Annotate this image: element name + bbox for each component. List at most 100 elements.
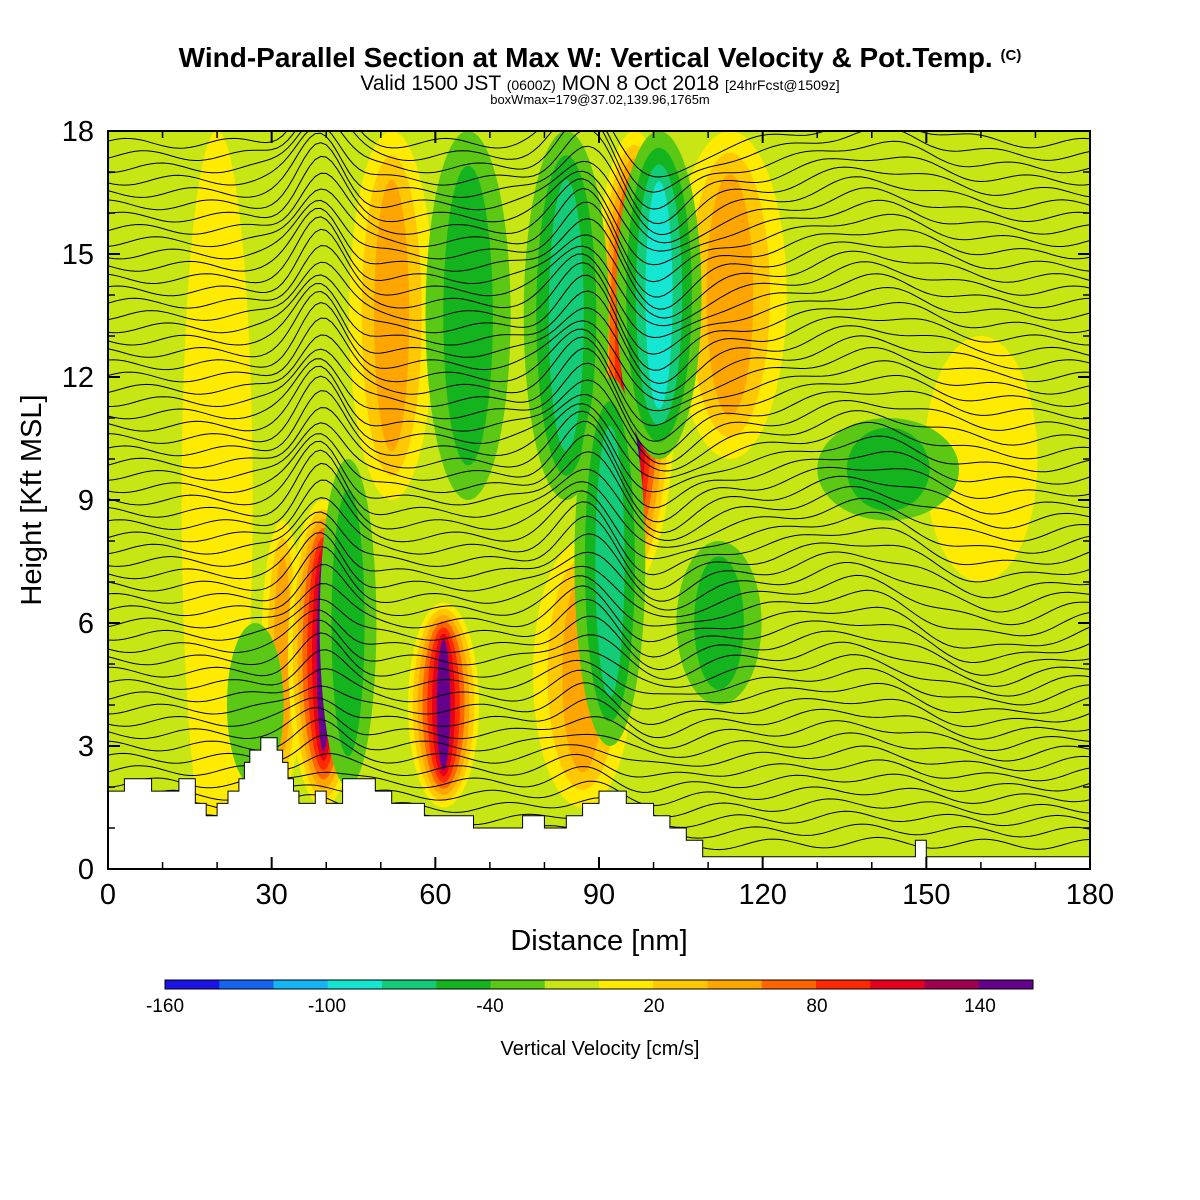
isentrope-line bbox=[108, 317, 1090, 412]
isentrope-line bbox=[108, 261, 1090, 355]
chart-subtitle: Valid 1500 JST (0600Z) MON 8 Oct 2018 [2… bbox=[0, 72, 1200, 96]
x-tick-label: 90 bbox=[583, 879, 615, 911]
colorbar-tick-label: 140 bbox=[964, 996, 996, 1017]
isentrope-line bbox=[108, 497, 1090, 576]
isentrope-line bbox=[108, 207, 1090, 310]
isentrope-line bbox=[108, 132, 1090, 235]
isentrope-line bbox=[108, 682, 1090, 728]
isentrope-line bbox=[108, 479, 1090, 560]
colorbar-swatch bbox=[382, 980, 437, 989]
colorbar-swatch bbox=[490, 980, 546, 989]
x-tick-label: 60 bbox=[419, 879, 451, 911]
valid-date-label: MON 8 Oct 2018 bbox=[561, 72, 720, 95]
isentrope-line bbox=[108, 632, 1090, 697]
colorbar-swatch bbox=[653, 980, 708, 989]
colorbar: -160 -100 -40 20 80 140 bbox=[146, 979, 1034, 1017]
isentrope-line bbox=[108, 649, 1090, 706]
isentrope-line bbox=[108, 609, 1090, 676]
valid-zulu-label: (0600Z) bbox=[506, 77, 556, 93]
colorbar-tick-label: 20 bbox=[643, 996, 664, 1017]
x-tick-label: 30 bbox=[256, 879, 288, 911]
velocity-band-level bbox=[645, 181, 673, 409]
isentrope-line bbox=[108, 545, 1090, 626]
colorbar-swatch bbox=[544, 980, 600, 989]
velocity-band bbox=[616, 131, 702, 459]
copyright-mark: (C) bbox=[1000, 47, 1022, 64]
colorbar-swatch bbox=[219, 980, 274, 989]
terrain-mask bbox=[108, 737, 1090, 869]
isentrope-line bbox=[108, 440, 1090, 534]
colorbar-swatch bbox=[978, 980, 1034, 989]
x-tick-label: 0 bbox=[100, 879, 116, 911]
colorbar-swatch bbox=[924, 980, 980, 989]
terrain-profile bbox=[108, 737, 1090, 869]
colorbar-swatch bbox=[870, 980, 925, 989]
colorbar-tick-label: 80 bbox=[806, 996, 827, 1017]
x-tick-label: 150 bbox=[902, 879, 950, 911]
box-info-label: boxWmax=179@37.02,139.96,1765m bbox=[490, 92, 710, 107]
velocity-band-level bbox=[706, 174, 754, 416]
velocity-band bbox=[676, 541, 762, 705]
velocity-band-level bbox=[331, 489, 365, 757]
y-tick-label: 0 bbox=[78, 854, 94, 886]
valid-time-label: Valid 1500 JST bbox=[360, 72, 501, 95]
colorbar-tick-label: -100 bbox=[308, 996, 346, 1017]
y-axis-title: Height [Kft MSL] bbox=[16, 394, 48, 605]
x-tick-label: 180 bbox=[1066, 879, 1114, 911]
isentrope-line bbox=[108, 172, 1090, 266]
isentrope-line bbox=[108, 433, 1090, 523]
isentrope-line bbox=[108, 390, 1090, 480]
y-tick-label: 6 bbox=[78, 608, 94, 640]
y-tick-label: 3 bbox=[78, 731, 94, 763]
velocity-band bbox=[425, 131, 511, 500]
isentrope-line bbox=[108, 347, 1090, 442]
isentrope-line bbox=[108, 583, 1090, 649]
isentrope-contours bbox=[108, 131, 1090, 851]
isentrope-line bbox=[108, 598, 1090, 664]
y-tick-label: 12 bbox=[62, 362, 94, 394]
velocity-band-level bbox=[443, 165, 493, 466]
colorbar-tick-label: -40 bbox=[476, 996, 503, 1017]
colorbar-tick-label: -160 bbox=[146, 996, 184, 1017]
isentrope-line bbox=[108, 290, 1090, 394]
chart-title: Wind-Parallel Section at Max W: Vertical… bbox=[0, 42, 1200, 74]
isentrope-line bbox=[108, 449, 1090, 541]
colorbar-swatch bbox=[327, 980, 383, 989]
chart-title-main: Wind-Parallel Section at Max W: Vertical… bbox=[178, 42, 993, 73]
isentrope-line bbox=[108, 668, 1090, 714]
isentrope-line bbox=[108, 697, 1090, 740]
colorbar-swatch bbox=[165, 980, 220, 989]
isentrope-line bbox=[108, 142, 1090, 244]
isentrope-line bbox=[108, 564, 1090, 637]
forecast-label: [24hrFcst@1509z] bbox=[725, 77, 840, 93]
colorbar-swatch bbox=[436, 980, 491, 989]
isentrope-line bbox=[108, 521, 1090, 602]
isentrope-line bbox=[108, 199, 1090, 298]
isentrope-line bbox=[108, 365, 1090, 465]
x-tick-label: 120 bbox=[738, 879, 786, 911]
velocity-band bbox=[523, 131, 609, 500]
colorbar-swatch bbox=[707, 980, 763, 989]
isentrope-line bbox=[108, 375, 1090, 472]
isentrope-line bbox=[108, 706, 1090, 752]
y-axis: 0 3 6 9 12 15 18 bbox=[62, 116, 1090, 886]
y-tick-label: 15 bbox=[62, 239, 94, 271]
colorbar-title: Vertical Velocity [cm/s] bbox=[500, 1038, 700, 1060]
isentrope-line bbox=[108, 531, 1090, 613]
x-axis-title: Distance [nm] bbox=[510, 925, 687, 957]
isentrope-line bbox=[108, 228, 1090, 327]
isentrope-line bbox=[108, 619, 1090, 687]
isentrope-line bbox=[108, 131, 1090, 193]
isentrope-line bbox=[108, 274, 1090, 371]
velocity-band-level bbox=[694, 556, 744, 690]
isentrope-line bbox=[108, 407, 1090, 493]
y-tick-label: 18 bbox=[62, 116, 94, 148]
isentrope-line bbox=[108, 462, 1090, 548]
isentrope-line bbox=[108, 282, 1090, 385]
isentrope-line bbox=[108, 216, 1090, 319]
colorbar-swatch bbox=[599, 980, 654, 989]
isentrope-line bbox=[108, 420, 1090, 509]
isentrope-line bbox=[108, 245, 1090, 339]
colorbar-swatch bbox=[816, 980, 871, 989]
